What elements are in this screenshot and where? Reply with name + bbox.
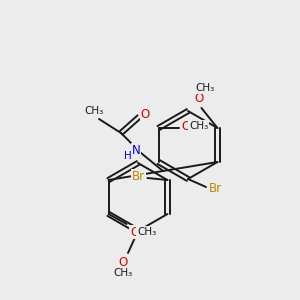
Text: CH₃: CH₃ bbox=[113, 268, 133, 278]
Text: CH₃: CH₃ bbox=[84, 106, 104, 116]
Text: N: N bbox=[132, 143, 140, 157]
Text: CH₃: CH₃ bbox=[189, 121, 208, 131]
Text: CH₃: CH₃ bbox=[196, 83, 215, 93]
Text: Br: Br bbox=[132, 169, 145, 182]
Text: Br: Br bbox=[208, 182, 222, 196]
Text: H: H bbox=[124, 151, 132, 161]
Text: O: O bbox=[130, 226, 139, 238]
Text: O: O bbox=[140, 107, 150, 121]
Text: O: O bbox=[195, 92, 204, 104]
Text: CH₃: CH₃ bbox=[137, 227, 156, 237]
Text: O: O bbox=[118, 256, 127, 269]
Text: O: O bbox=[181, 119, 190, 133]
